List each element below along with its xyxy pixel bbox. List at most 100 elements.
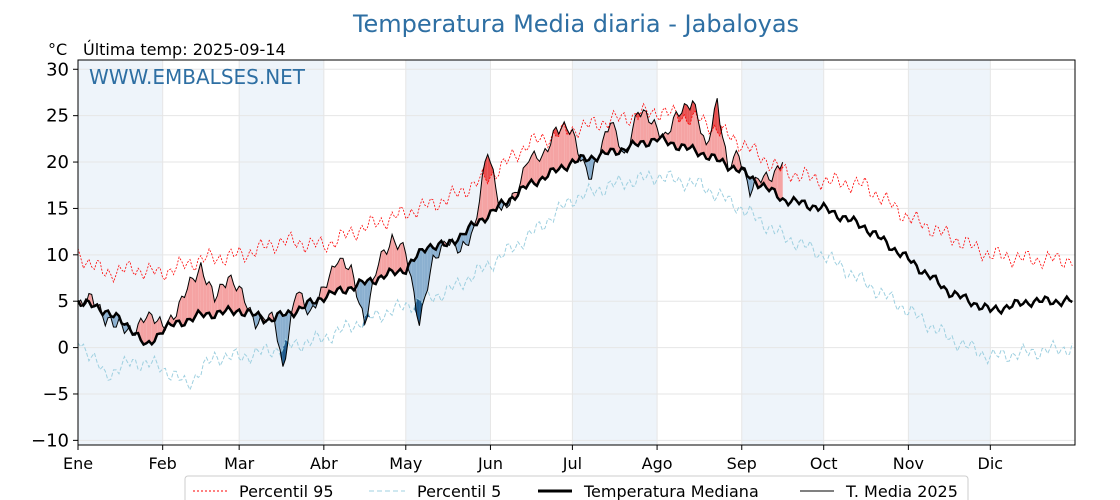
series-lines	[76, 98, 1073, 392]
above-median-fill	[777, 166, 780, 201]
above-median-fill	[678, 113, 682, 150]
above-median-fill	[558, 127, 562, 170]
below-median-fill	[105, 310, 109, 326]
y-tick-label: 5	[58, 291, 69, 312]
above-median-fill	[635, 112, 638, 146]
above-median-fill	[670, 117, 674, 144]
above-median-fill	[146, 311, 150, 344]
plot-frame	[77, 59, 1076, 446]
above-median-fill	[706, 140, 709, 160]
x-tick-label: Jul	[562, 454, 582, 473]
above-median-fill	[528, 155, 532, 184]
above-median-fill	[217, 284, 221, 312]
above-median-fill	[722, 137, 726, 165]
above-median-fill	[340, 258, 343, 293]
above-p95-fill	[490, 162, 494, 177]
series-line-median	[76, 132, 1073, 347]
above-median-fill	[708, 129, 712, 160]
month-band	[78, 60, 163, 445]
above-median-fill	[334, 263, 338, 294]
below-median-fill	[588, 155, 592, 180]
below-median-fill	[427, 244, 431, 290]
above-median-fill	[228, 275, 231, 311]
above-median-fill	[779, 162, 783, 201]
y-tick-label: 25	[46, 106, 69, 127]
above-p95-fill	[689, 100, 693, 126]
legend-label-t2025: T. Media 2025	[845, 482, 958, 500]
series-line-p95	[77, 102, 1073, 284]
below-median-fill	[411, 259, 414, 293]
legend-box	[184, 475, 969, 500]
y-tick-label: 0	[58, 338, 69, 359]
above-median-fill	[209, 281, 212, 319]
above-median-fill	[149, 311, 152, 345]
above-median-fill	[602, 131, 606, 154]
y-tick-label: 10	[46, 245, 69, 266]
above-median-fill	[392, 234, 395, 275]
above-median-fill	[673, 111, 677, 150]
above-median-fill	[550, 130, 554, 170]
above-p95-fill	[484, 154, 488, 184]
below-median-fill	[362, 281, 365, 325]
above-p95-fill	[553, 127, 557, 137]
above-median-fill	[233, 284, 237, 315]
x-tick-label: Ago	[642, 454, 673, 473]
above-p95-fill	[687, 105, 690, 126]
legend-label-median: Temperatura Mediana	[583, 482, 759, 500]
above-median-fill	[700, 133, 704, 154]
above-median-fill	[170, 315, 174, 327]
above-median-fill	[140, 318, 144, 345]
above-median-fill	[569, 129, 573, 165]
y-tick-label: 30	[46, 59, 69, 80]
above-median-fill	[222, 284, 226, 315]
x-tick-label: May	[389, 454, 422, 473]
y-axis: 30 25 20 15 10 5 0 −5 −10	[31, 59, 78, 451]
below-median-fill	[424, 247, 428, 297]
x-tick-label: Abr	[310, 454, 338, 473]
below-median-fill	[749, 176, 753, 197]
above-median-fill	[230, 275, 234, 315]
x-tick-label: Mar	[224, 454, 255, 473]
below-median-fill	[359, 279, 363, 309]
y-tick-label: 15	[46, 198, 69, 219]
above-median-fill	[198, 262, 201, 314]
y-tick-label: −10	[31, 430, 69, 451]
last-temp-label: Última temp: 2025-09-14	[83, 40, 286, 59]
above-median-fill	[389, 234, 393, 271]
above-median-fill	[564, 121, 567, 171]
above-median-fill	[200, 262, 204, 317]
above-median-fill	[394, 242, 398, 275]
above-median-fill	[771, 171, 775, 190]
above-median-fill	[206, 281, 210, 314]
above-median-fill	[211, 286, 215, 319]
above-median-fill	[698, 119, 701, 157]
above-median-fill	[539, 155, 543, 181]
above-median-fill	[668, 131, 671, 146]
above-median-fill	[523, 165, 526, 189]
above-median-fill	[403, 242, 406, 274]
y-tick-label: 20	[46, 152, 69, 173]
series-line-t2025	[77, 98, 784, 367]
above-median-fill	[643, 109, 647, 147]
above-median-fill	[525, 161, 529, 189]
above-median-fill	[203, 276, 207, 317]
above-median-fill	[220, 284, 223, 315]
x-axis: Ene Feb Mar Abr May Jun Jul Ago Sep Oct Nov Dic	[63, 445, 1003, 473]
above-median-fill	[239, 286, 242, 316]
above-median-fill	[189, 277, 193, 322]
y-tick-label: −5	[42, 384, 69, 405]
above-median-fill	[381, 249, 384, 279]
month-bands	[78, 60, 991, 445]
above-median-fill	[195, 272, 199, 316]
x-tick-label: Dic	[978, 454, 1004, 473]
above-median-fill	[561, 121, 565, 169]
above-median-fill	[766, 172, 770, 192]
month-band	[908, 60, 991, 445]
month-band	[239, 60, 324, 445]
above-median-fill	[651, 119, 655, 140]
above-median-fill	[632, 115, 636, 145]
above-median-fill	[610, 122, 614, 150]
above-median-fill	[545, 148, 548, 180]
above-median-fill	[493, 169, 496, 211]
